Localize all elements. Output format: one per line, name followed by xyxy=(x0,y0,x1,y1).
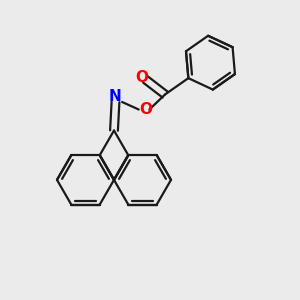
Text: O: O xyxy=(135,70,148,86)
Text: N: N xyxy=(109,89,122,104)
Text: O: O xyxy=(139,102,152,117)
